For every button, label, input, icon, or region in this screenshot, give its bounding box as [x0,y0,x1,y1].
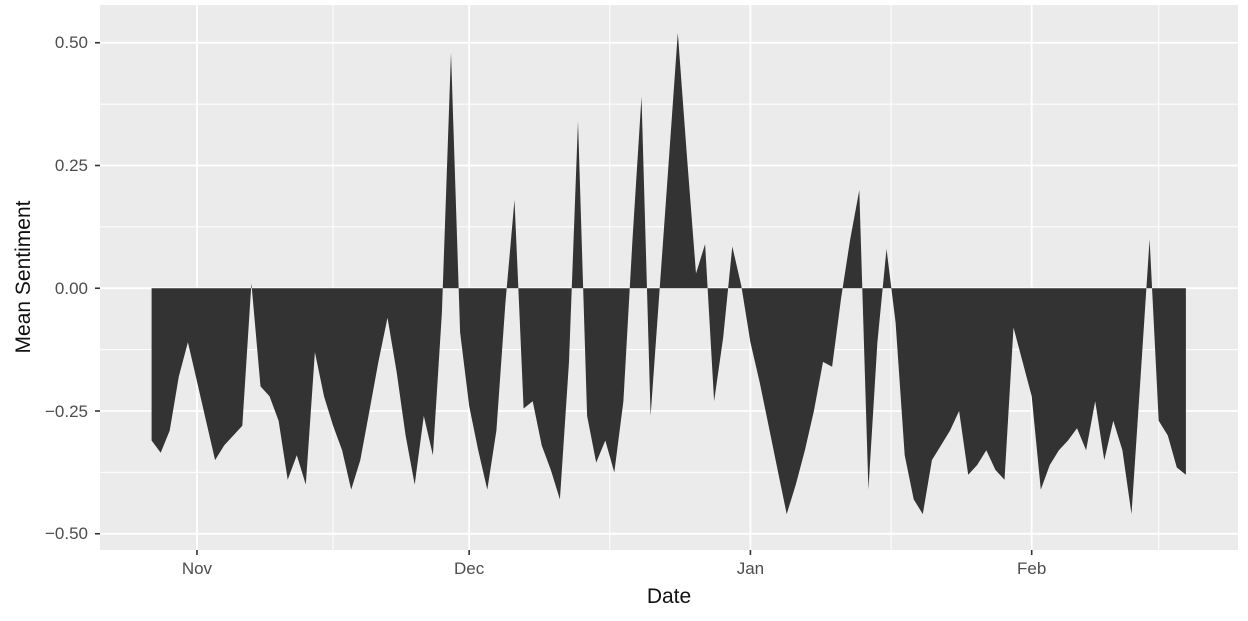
x-tick-label: Dec [454,559,485,578]
y-tick-label: −0.50 [44,524,88,544]
x-axis-title: Date [646,585,692,608]
y-tick-label: 0.50 [54,33,88,53]
y-axis-title: Mean Sentiment [12,200,35,354]
x-tick-label: Feb [1017,559,1047,578]
y-tick-label: 0.25 [54,156,88,175]
y-tick-label: 0.00 [54,278,88,298]
y-tick-label: −0.25 [44,401,88,421]
x-tick-label: Jan [736,559,765,578]
mean-sentiment-area-series [151,32,1186,515]
x-tick-label: Nov [181,559,213,578]
